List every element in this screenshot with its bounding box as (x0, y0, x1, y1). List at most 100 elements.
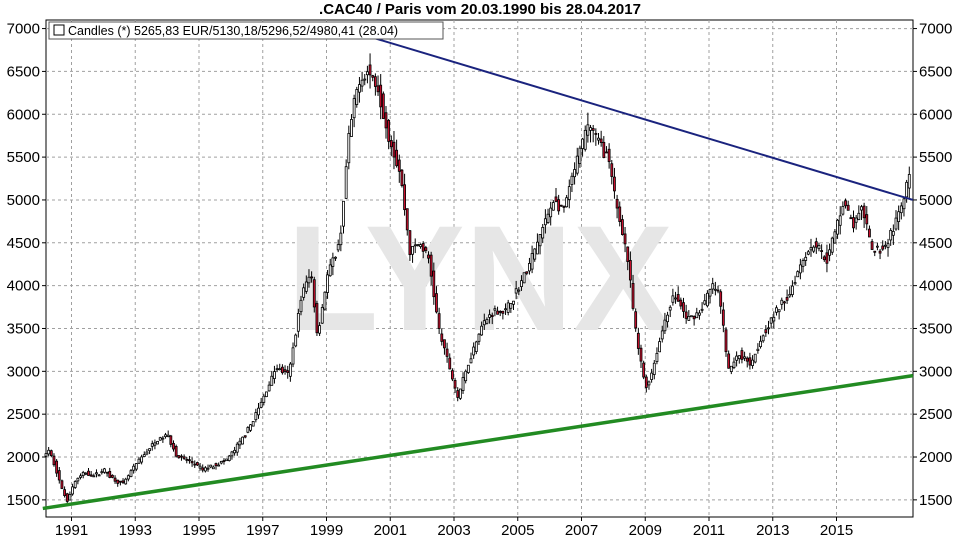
candle-body (379, 84, 383, 108)
candle-body (642, 362, 646, 378)
candle-body (376, 85, 380, 93)
candle-body (841, 205, 845, 215)
candle-body (708, 288, 712, 297)
candle-body (103, 468, 106, 473)
candle-body (852, 217, 855, 229)
candle-body (456, 390, 460, 398)
candle-body (419, 244, 422, 247)
candle-body (156, 441, 159, 445)
candle-body (621, 219, 624, 235)
candle-body (371, 75, 375, 78)
candle-body (172, 442, 175, 450)
candles-group (44, 53, 911, 504)
candle-body (180, 455, 183, 458)
candle-body (498, 311, 502, 313)
candle-body (111, 474, 114, 478)
candle-body (567, 186, 571, 200)
candle-body (745, 357, 749, 362)
candle-body (448, 357, 452, 370)
candle-body (363, 78, 367, 81)
candle-body (405, 208, 409, 231)
candle-body (838, 215, 842, 226)
candle-body (868, 228, 871, 238)
candle-body (241, 436, 244, 445)
candle-body (578, 147, 582, 164)
candle-body (193, 463, 197, 466)
candle-body (302, 287, 306, 298)
candle-body (201, 467, 205, 471)
candle-body (416, 244, 420, 246)
candle-body (270, 375, 274, 386)
candle-body (121, 480, 125, 483)
candle-body (413, 244, 417, 247)
candle-body (520, 280, 523, 287)
y-tick-label-right: 2000 (919, 449, 952, 466)
candle-body (196, 462, 199, 466)
candle-body (674, 297, 677, 300)
candle-body (780, 299, 784, 305)
candle-body (400, 169, 404, 186)
candle-body (472, 346, 476, 356)
candle-body (153, 442, 157, 446)
candle-body (543, 218, 547, 226)
candle-body (331, 257, 335, 267)
candle-body (342, 200, 345, 227)
candle-body (907, 174, 911, 189)
candle-body (132, 465, 136, 471)
candle-body (517, 289, 521, 292)
candle-body (817, 245, 821, 250)
candle-body (291, 347, 295, 365)
candle-body (281, 366, 284, 374)
candle-body (113, 477, 117, 482)
candle-body (288, 363, 292, 377)
x-tick-label: 1995 (182, 522, 215, 539)
candle-body (727, 353, 731, 369)
candle-body (190, 461, 194, 464)
candle-body (408, 230, 412, 256)
candle-body (251, 421, 255, 427)
candle-body (76, 477, 80, 482)
candle-body (352, 98, 356, 119)
candle-body (118, 480, 122, 483)
candle-body (695, 312, 699, 319)
candle-body (71, 486, 74, 495)
candle-body (222, 460, 226, 462)
candle-body (257, 407, 260, 416)
candle-body (644, 376, 648, 388)
candle-body (530, 253, 534, 270)
candle-body (732, 361, 736, 369)
candle-body (711, 283, 715, 290)
candle-body (804, 256, 808, 261)
candle-body (164, 434, 167, 438)
candle-body (886, 243, 890, 248)
candle-body (501, 310, 505, 314)
candle-body (806, 251, 810, 255)
candle-body (660, 330, 664, 340)
candle-body (777, 309, 781, 313)
y-tick-label-left: 3500 (7, 320, 40, 337)
candle-body (52, 455, 56, 466)
candle-body (230, 451, 234, 457)
candle-body (740, 350, 744, 360)
candle-body (655, 352, 659, 362)
candle-body (599, 138, 603, 143)
candle-body (613, 176, 616, 192)
candle-body (87, 470, 90, 476)
candle-body (453, 380, 457, 389)
candle-body (812, 246, 816, 252)
candle-body (666, 314, 669, 323)
candle-body (315, 303, 319, 334)
candle-body (748, 357, 752, 366)
candle-body (820, 250, 824, 252)
candle-body (594, 133, 598, 135)
candle-body (639, 347, 643, 362)
candle-body (63, 489, 66, 497)
candle-body (227, 455, 231, 461)
candle-body (865, 214, 869, 225)
candle-body (235, 443, 239, 453)
candle-body (273, 371, 276, 379)
candle-body (759, 340, 762, 348)
candle-body (509, 303, 513, 309)
candle-body (586, 124, 590, 136)
